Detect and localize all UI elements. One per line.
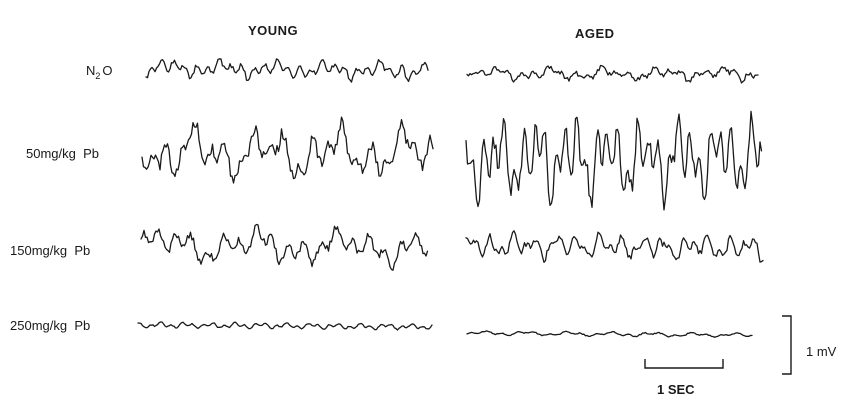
row-label-n2o: N2 O bbox=[86, 63, 113, 81]
row-label-250mg: 250mg/kg Pb bbox=[10, 318, 90, 333]
column-heading-young: YOUNG bbox=[248, 23, 298, 38]
row-label-n2o-tail: O bbox=[102, 63, 112, 78]
trace-aged-50mg bbox=[465, 110, 763, 211]
time-scale-label: 1 SEC bbox=[657, 382, 695, 397]
trace-aged-n2o bbox=[466, 64, 759, 84]
trace-young-50mg bbox=[141, 116, 434, 184]
row-label-150mg: 150mg/kg Pb bbox=[10, 243, 90, 258]
row-label-n2o-subscript: 2 bbox=[95, 71, 100, 81]
trace-young-n2o bbox=[145, 58, 429, 83]
voltage-scale-bar bbox=[782, 315, 792, 375]
trace-young-150mg bbox=[140, 223, 429, 271]
row-label-n2o-main: N bbox=[86, 63, 95, 78]
column-heading-aged: AGED bbox=[575, 26, 615, 41]
voltage-scale-label: 1 mV bbox=[806, 344, 837, 359]
trace-aged-250mg bbox=[466, 330, 753, 338]
trace-young-250mg bbox=[137, 321, 433, 331]
trace-aged-150mg bbox=[465, 230, 764, 263]
row-label-50mg: 50mg/kg Pb bbox=[26, 146, 99, 161]
time-scale-bar bbox=[644, 359, 724, 369]
